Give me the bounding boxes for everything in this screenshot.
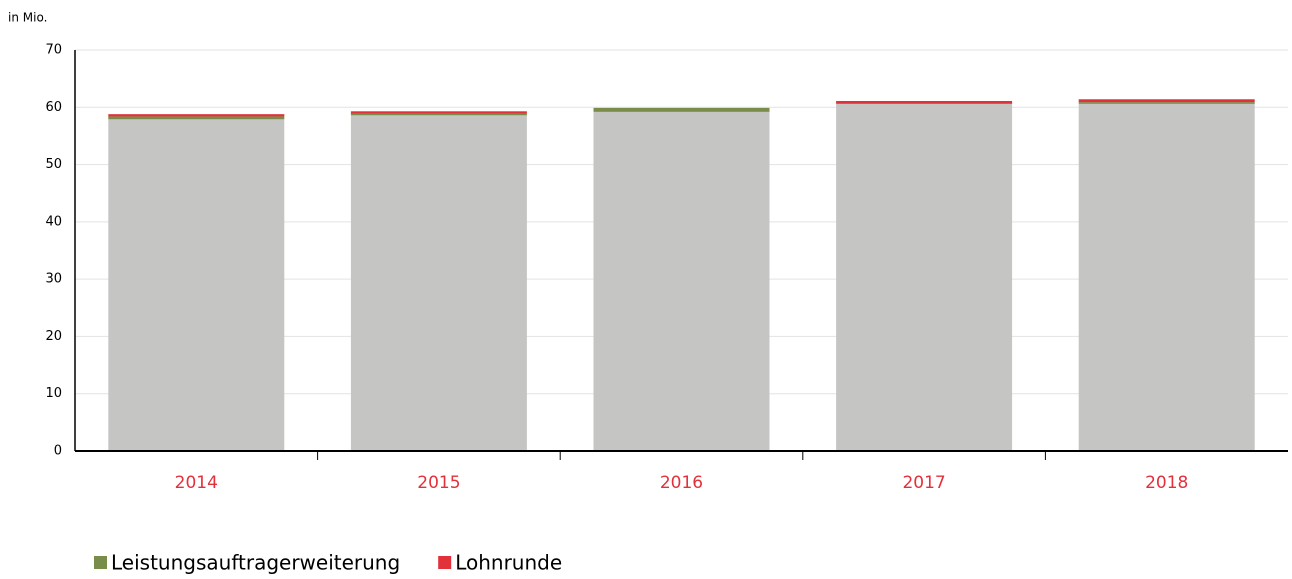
legend-label: Leistungsauftragerweiterung — [111, 551, 400, 575]
y-tick-label: 30 — [45, 272, 62, 287]
bar-segment — [1078, 103, 1255, 451]
y-tick-label: 50 — [45, 157, 62, 172]
bar-segment — [1078, 99, 1255, 103]
bar-segment — [836, 100, 1013, 104]
y-tick-label: 10 — [45, 386, 62, 401]
x-tick-label: 2017 — [902, 473, 945, 493]
y-tick-label: 0 — [54, 444, 62, 459]
x-tick-label: 2015 — [417, 473, 460, 493]
bar-segment — [108, 114, 285, 117]
bar-segment — [836, 103, 1013, 451]
legend-swatch — [94, 556, 107, 569]
bar-segment — [108, 116, 285, 120]
x-tick-label: 2016 — [660, 473, 703, 493]
bar-segment — [593, 107, 770, 112]
x-tick-label: 2014 — [175, 473, 218, 493]
y-tick-label: 40 — [45, 214, 62, 229]
bar-segment — [1078, 102, 1255, 104]
legend-label: Lohnrunde — [455, 551, 562, 575]
bar-segment — [350, 113, 527, 116]
y-tick-label: 60 — [45, 100, 62, 115]
bar-segment — [108, 119, 285, 452]
bar-segment — [593, 111, 770, 452]
legend-swatch — [438, 556, 452, 569]
y-tick-label: 20 — [45, 329, 62, 344]
y-tick-label: 70 — [45, 43, 62, 58]
bar-segment — [350, 115, 527, 451]
x-tick-label: 2018 — [1145, 473, 1188, 493]
bar-segment — [350, 111, 527, 114]
y-axis-label: in Mio. — [8, 11, 47, 25]
